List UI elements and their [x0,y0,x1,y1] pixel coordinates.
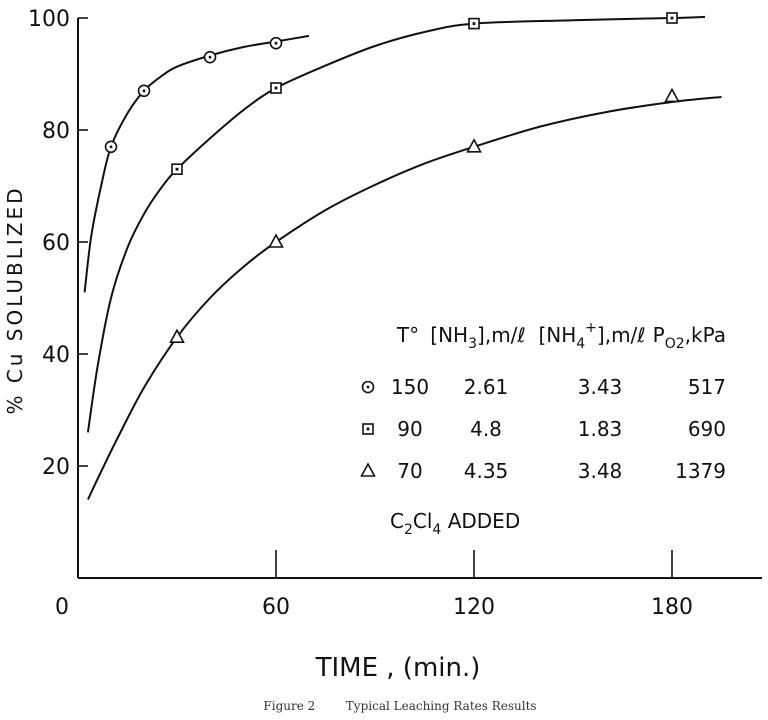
data-point-circle [203,50,217,64]
legend-nh3: 2.61 [464,375,509,399]
x-axis-label: TIME , (min.) [315,653,481,683]
square-dot [274,86,278,90]
y-tick-label: 80 [42,119,70,144]
legend-nh4: 1.83 [578,417,623,441]
legend-temp: 90 [397,417,422,441]
series-line-triangle [86,95,722,501]
legend-header-nh3: [NH3],m/ℓ [430,323,525,352]
series-line-square [86,15,706,433]
data-point-circle [104,140,118,154]
legend-nh4: 3.43 [578,375,623,399]
square-dot [175,167,179,171]
legend-header-temp: T° [396,323,419,347]
data-point-square [666,12,678,24]
circle-dot [142,89,146,93]
square-dot [670,16,674,20]
axis-ticks: 0 60 120 180 20 40 60 80 100 [28,7,693,620]
y-tick-label: 20 [42,455,70,480]
data-point-triangle [466,138,482,153]
legend-temp: 150 [391,375,429,399]
legend-note: C2Cl4 ADDED [390,509,520,538]
legend-temp: 70 [397,459,422,483]
circle-dot [366,385,370,389]
x-tick-label: 60 [262,595,290,620]
square-dot [366,427,370,431]
legend-nh4: 3.48 [578,459,623,483]
data-point-triangle [169,328,185,343]
figure-caption: Figure 2 Typical Leaching Rates Results [263,699,536,713]
data-point-circle [269,36,283,50]
legend-po2: 690 [688,417,726,441]
legend-header-nh4: [NH4+],m/ℓ [538,320,645,352]
y-tick-label: 60 [42,231,70,256]
circle-dot [109,145,113,149]
legend-nh3: 4.8 [470,417,502,441]
legend-nh3: 4.35 [464,459,509,483]
series-markers [104,12,680,343]
data-point-square [270,82,282,94]
square-dot [472,22,476,25]
y-axis-label: % Cu SOLUBLIZED [3,185,27,414]
legend-marker-square [362,423,374,435]
y-tick-label: 100 [28,7,70,32]
x-tick-label: 180 [651,595,693,620]
data-point-square [171,163,183,175]
chart-axes [77,18,762,579]
legend-po2: 1379 [675,459,726,483]
circle-dot [274,41,278,45]
legend-header-po2: PO2,kPa [653,323,726,352]
circle-dot [208,55,212,59]
legend-table: T° [NH3],m/ℓ [NH4+],m/ℓ PO2,kPa 150 2.61 3.43 5… [360,320,726,538]
x-tick-label: 0 [55,595,69,620]
data-point-triangle [664,87,680,103]
legend-po2: 517 [688,375,726,399]
series-line-circle [83,34,310,293]
data-point-circle [137,84,151,98]
series-curves [83,15,722,501]
y-tick-label: 40 [42,343,70,368]
data-point-triangle [268,233,284,248]
legend-marker-triangle [360,462,376,477]
legend-marker-circle [361,380,375,394]
data-point-square [468,17,480,30]
x-tick-label: 120 [453,595,495,620]
